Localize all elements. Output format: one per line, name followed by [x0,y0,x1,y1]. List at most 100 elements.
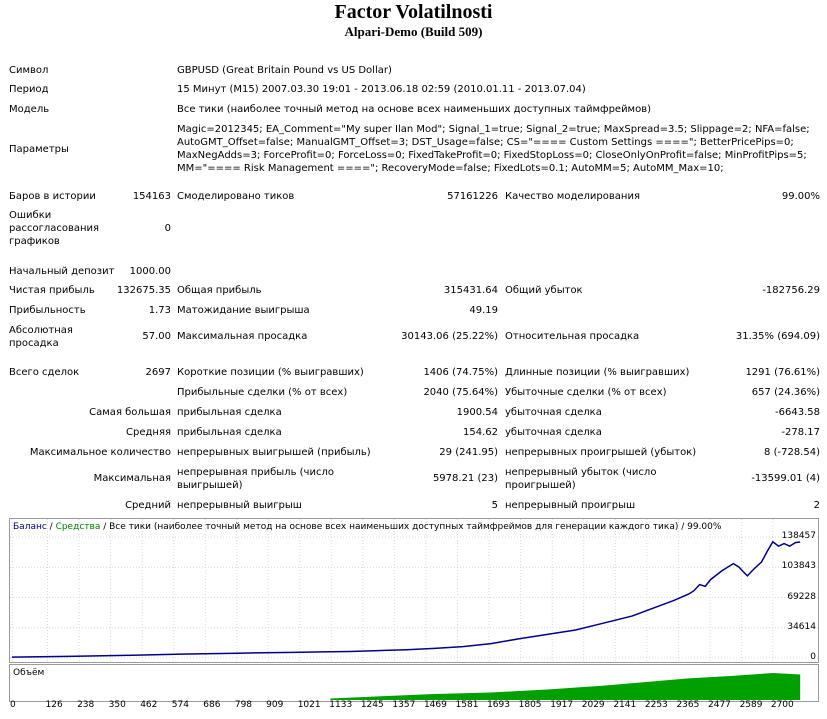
abs-drawdown-label: Абсолютная просадка [9,325,73,349]
rel-drawdown-label: Относительная просадка [505,331,640,342]
x-tick-label: 2365 [676,700,700,710]
max-drawdown-value: 30143.06 (25.22%) [401,331,498,342]
bars-label: Баров в истории [9,191,96,202]
x-tick-label: 574 [171,700,189,710]
max-consec-losses-value: 8 (-728.54) [764,447,820,458]
legend-balance: Баланс [13,522,47,532]
volume-area [330,673,801,700]
x-tick-label: 2029 [581,700,605,710]
report-title: Factor Volatilnosti [334,1,493,23]
model-value: Все тики (наиболее точный метод на основ… [177,104,652,115]
x-tick-label: 1357 [392,700,416,710]
mean-label: Средний [125,500,171,511]
errors-value: 0 [164,223,171,234]
x-tick-label: 1805 [518,700,542,710]
largest-loss-label: убыточная сделка [505,407,602,418]
x-tick-label: 2141 [613,700,637,710]
max-count-label: Максимальное количество [29,447,171,458]
x-tick-label: 1133 [329,700,353,710]
y-tick-label: 34614 [787,621,816,632]
long-positions-label: Длинные позиции (% выигравших) [505,367,690,378]
maximal-win-label: непрерывная прибыль (число выигрышей) [177,467,334,491]
ticks-value: 57161226 [447,191,498,202]
abs-drawdown-value: 57.00 [142,331,171,342]
maximal-loss-value: -13599.01 (4) [751,473,820,484]
deposit-label: Начальный депозит [9,266,115,277]
volume-chart-svg [330,673,801,700]
balance-chart-svg [10,519,818,662]
volume-label: Объём [13,668,45,678]
legend-equity: Средства [55,522,101,532]
legend-separator: / [46,522,56,532]
profit-factor-value: 1.73 [148,305,171,316]
x-tick-label: 1469 [423,700,447,710]
volume-chart: Объём [9,664,819,702]
x-tick-label: 909 [266,700,284,710]
chart-legend: Баланс / Средства / Все тики (наиболее т… [13,522,721,532]
largest-win-label: прибыльная сделка [177,407,282,418]
x-tick-label: 1693 [487,700,510,710]
x-tick-label: 238 [77,700,95,710]
errors-label: Ошибки рассогласования графиков [9,210,100,247]
x-tick-label: 0 [10,700,16,710]
largest-label: Самая большая [89,407,171,418]
deposit-value: 1000.00 [129,266,171,277]
largest-win-value: 1900.54 [456,407,498,418]
x-tick-label: 126 [45,700,63,710]
long-positions-value: 1291 (76.61%) [745,367,820,378]
x-tick-label: 1245 [360,700,384,710]
gross-loss-label: Общий убыток [505,285,583,296]
params-value: Magic=2012345; EA_Comment="My super Ilan… [177,124,810,174]
mean-win-label: непрерывный выигрыш [177,500,302,511]
mean-loss-label: непрерывный проигрыш [505,500,636,511]
model-label: Модель [9,104,50,115]
period-label: Период [9,84,49,95]
y-tick-label: 103843 [781,561,816,572]
x-tick-label: 1021 [297,700,321,710]
short-positions-value: 1406 (74.75%) [423,367,498,378]
x-tick-label: 2589 [739,700,763,710]
loss-trades-label: Убыточные сделки (% от всех) [505,387,667,398]
average-label: Средняя [126,427,171,438]
loss-trades-value: 657 (24.36%) [751,387,820,398]
x-tick-label: 798 [234,700,253,710]
x-tick-label: 462 [140,700,158,710]
y-tick-label: 138457 [781,531,816,541]
maximal-win-value: 5978.21 (23) [432,473,498,484]
balance-chart: Баланс / Средства / Все тики (наиболее т… [9,518,819,663]
net-profit-value: 132675.35 [116,285,171,296]
gross-loss-value: -182756.29 [762,285,820,296]
period-value: 15 Минут (M15) 2007.03.30 19:01 - 2013.0… [177,84,586,95]
x-tick-label: 2477 [708,700,731,710]
x-axis: 0 126 238 350 462 574 686 798 909 1021 1133 1245 135… [9,700,817,718]
report-subtitle: Alpari-Demo (Build 509) [344,24,483,39]
x-tick-label: 2700 [770,700,794,710]
maximal-label: Максимальная [93,473,171,484]
balance-line [11,540,801,658]
quality-value: 99.00% [781,191,820,202]
profit-trades-value: 2040 (75.64%) [423,387,498,398]
mean-loss-value: 2 [813,500,820,511]
short-positions-label: Короткие позиции (% выигравших) [177,367,364,378]
legend-description: / Все тики (наиболее точный метод на осн… [100,522,722,532]
profit-trades-label: Прибыльные сделки (% от всех) [177,387,348,398]
max-drawdown-label: Максимальная просадка [177,331,308,342]
expected-payoff-label: Матожидание выигрыша [177,305,310,316]
x-tick-label: 2253 [644,700,668,710]
avg-loss-label: убыточная сделка [505,427,602,438]
gross-profit-value: 315431.64 [443,285,498,296]
mean-win-value: 5 [491,500,498,511]
maximal-loss-label: непрерывный убыток (число проигрышей) [505,467,657,491]
x-tick-label: 1917 [550,700,574,710]
profit-factor-label: Прибыльность [9,305,86,316]
symbol-label: Символ [9,65,49,76]
bars-value: 154163 [132,191,171,202]
largest-loss-value: -6643.58 [775,407,820,418]
total-trades-label: Всего сделок [9,367,80,378]
quality-label: Качество моделирования [505,191,640,202]
expected-payoff-value: 49.19 [469,305,498,316]
avg-win-value: 154.62 [463,427,498,438]
rel-drawdown-value: 31.35% (694.09) [735,331,820,342]
x-tick-label: 1581 [455,700,479,710]
params-label: Параметры [9,144,69,155]
